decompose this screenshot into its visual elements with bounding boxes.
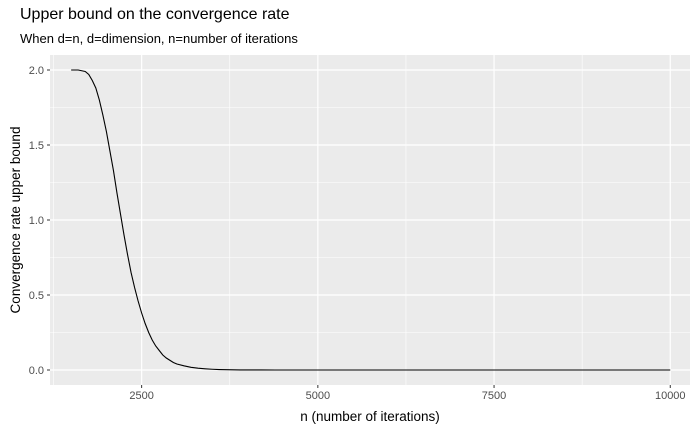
y-tick-label: 1.0 <box>29 215 44 227</box>
x-axis-title: n (number of iterations) <box>300 409 440 424</box>
x-tick-label: 2500 <box>129 390 153 402</box>
chart-subtitle: When d=n, d=dimension, n=number of itera… <box>20 31 298 46</box>
x-tick-label: 5000 <box>306 390 330 402</box>
grid-major <box>50 55 690 385</box>
y-tick-label: 2.0 <box>29 65 44 77</box>
series-line <box>71 69 671 371</box>
y-tick-label: 1.5 <box>29 140 44 152</box>
y-axis-title: Convergence rate upper bound <box>8 127 23 314</box>
x-tick-label: 10000 <box>655 390 686 402</box>
y-tick-label: 0.0 <box>29 365 44 377</box>
y-tick-label: 0.5 <box>29 290 44 302</box>
axis-tick-labels: 2500 5000 7500 10000 0.0 0.5 1.0 1.5 2.0 <box>29 65 686 402</box>
chart-title: Upper bound on the convergence rate <box>20 6 290 23</box>
axis-ticks <box>47 69 671 388</box>
x-tick-label: 7500 <box>482 390 506 402</box>
